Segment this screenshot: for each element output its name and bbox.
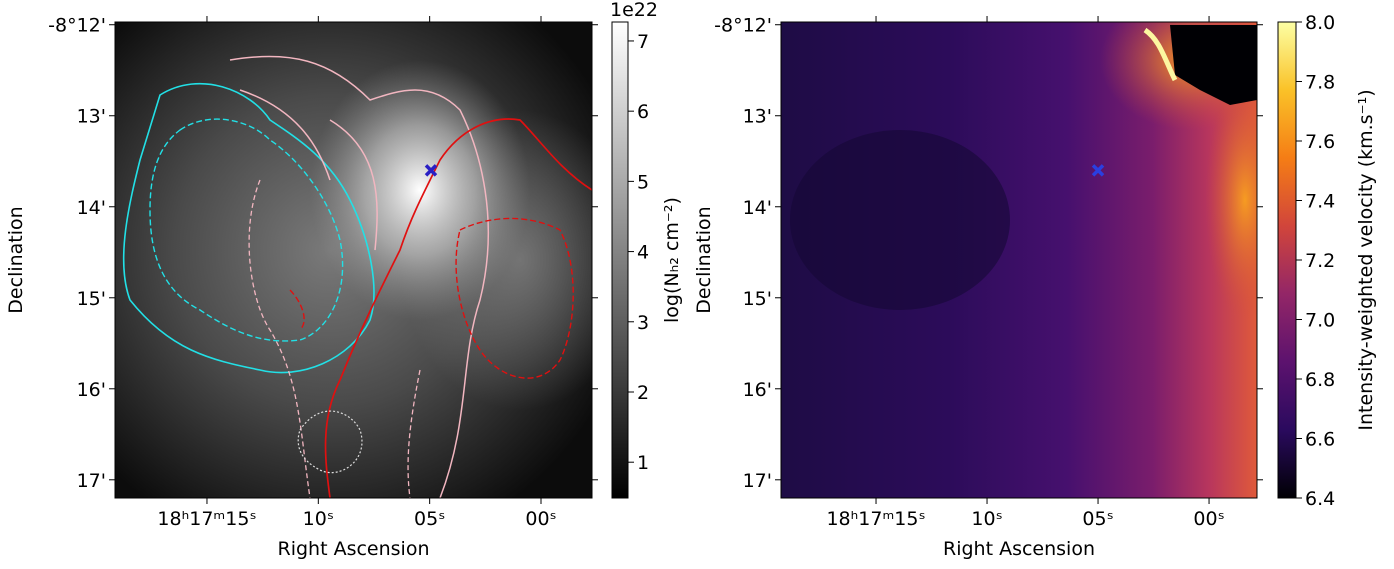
x-tick-label: 05ˢ [414,508,445,530]
y-tick-label: -8°12' [48,15,106,37]
colorbar-tick-label: 6.6 [1305,429,1335,451]
colorbar-label: Intensity-weighted velocity (km.s⁻¹) [1355,89,1377,430]
y-axis-label: Declination [693,206,715,313]
colorbar-tick-label: 7.8 [1305,72,1335,94]
colorbar-tick-label: 6.8 [1305,369,1335,391]
colorbar-tick-label: 7.6 [1305,131,1335,153]
y-tick-label: 17' [77,470,106,492]
velocity-image [781,22,1257,498]
source-marker [424,164,438,177]
colorbar-offset: 1e22 [610,0,658,21]
y-tick-label: 17' [743,470,772,492]
y-tick-label: 14' [77,197,106,219]
colorbar-tick-label: 3 [637,312,649,334]
x-tick-label: 00ˢ [525,508,556,530]
colorbar-tick-label: 6.4 [1305,488,1335,510]
colorbar-tick-label: 6 [637,101,649,123]
colorbar-tick-label: 5 [637,171,649,193]
colorbar [1277,21,1297,499]
x-tick-label: 18ʰ17ᵐ15ˢ [157,508,256,530]
y-tick-label: 13' [77,106,106,128]
colorbar-tick-label: 1 [637,452,649,474]
y-tick-label: 16' [743,379,772,401]
x-axis-label: Right Ascension [278,538,430,560]
source-marker [1091,164,1105,177]
x-tick-label: 18ʰ17ᵐ15ˢ [826,508,925,530]
colorbar-tick-label: 7.0 [1305,310,1335,332]
colorbar-label: log(Nₕ₂ cm⁻²) [661,197,683,323]
colorbar-tick-label: 8.0 [1305,12,1335,34]
colorbar [611,21,629,499]
y-tick-label: 15' [743,288,772,310]
column-density-image [115,22,592,498]
x-tick-label: 00ˢ [1193,508,1224,530]
y-tick-label: 16' [77,379,106,401]
x-tick-label: 10ˢ [303,508,334,530]
y-tick-label: 15' [77,288,106,310]
colorbar-tick-label: 7 [637,31,649,53]
axes-frame [780,21,1258,499]
y-tick-label: 13' [743,106,772,128]
colorbar-tick-label: 7.4 [1305,191,1335,213]
colorbar-tick-label: 2 [637,382,649,404]
y-tick-label: -8°12' [714,15,772,37]
colorbar-tick-label: 4 [637,242,649,264]
y-axis-label: Declination [5,206,27,313]
colorbar-tick-label: 7.2 [1305,250,1335,272]
x-tick-label: 10ˢ [971,508,1002,530]
y-tick-label: 14' [743,197,772,219]
axes-frame [114,21,593,499]
x-axis-label: Right Ascension [943,538,1095,560]
x-tick-label: 05ˢ [1082,508,1113,530]
